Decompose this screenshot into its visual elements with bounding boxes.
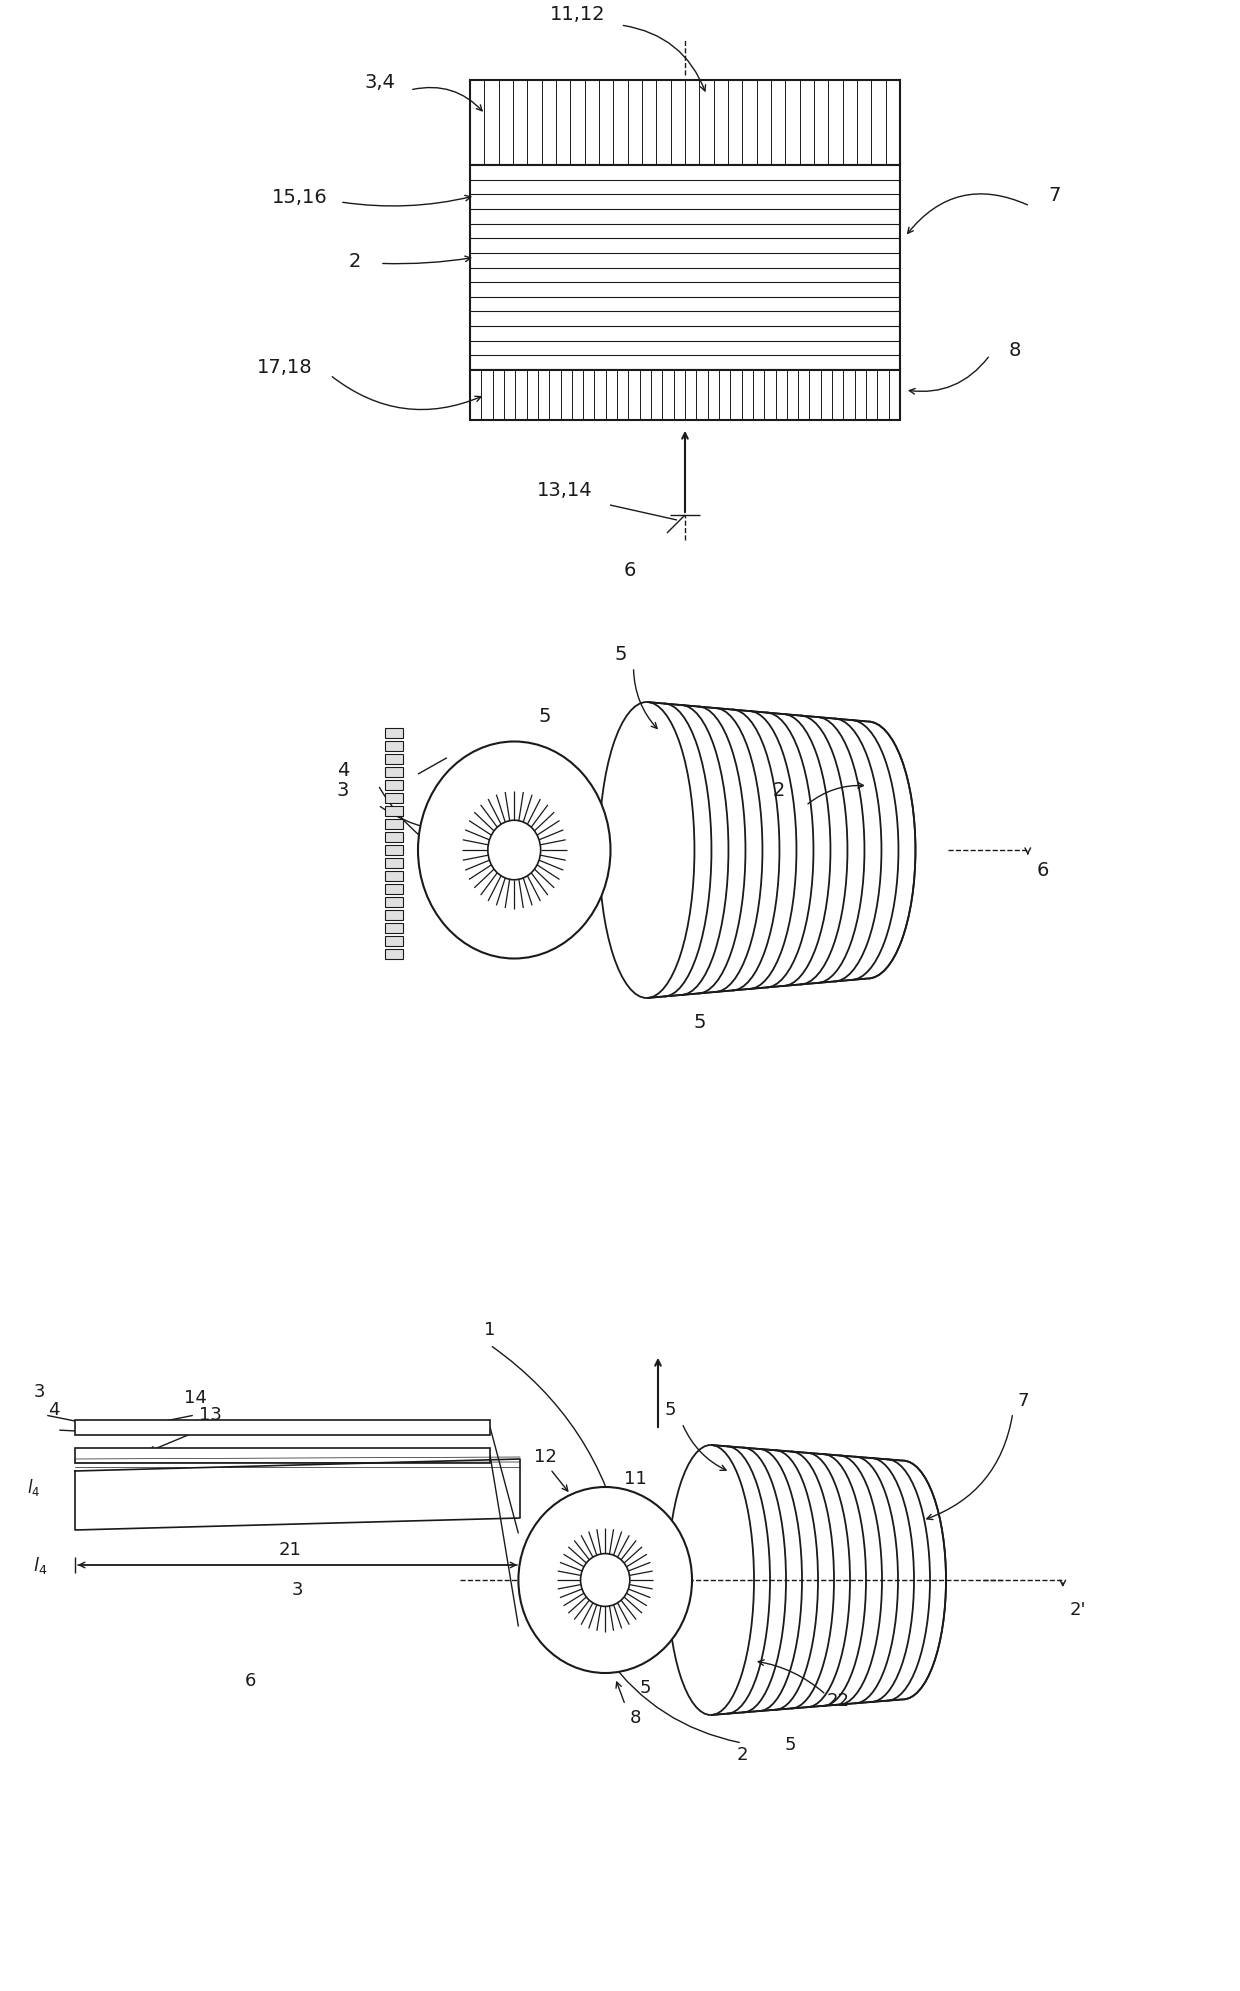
Bar (74, 1447, 490, 1463)
Text: 6: 6 (1037, 860, 1049, 880)
Bar (384, 755, 403, 765)
Bar (470, 165, 900, 370)
Text: 14: 14 (184, 1390, 206, 1408)
Text: 3: 3 (337, 780, 350, 800)
Bar (384, 870, 403, 880)
Text: 4: 4 (48, 1402, 60, 1420)
Text: $l_4$: $l_4$ (33, 1555, 47, 1575)
Text: 13,14: 13,14 (537, 480, 593, 500)
Text: 8: 8 (1009, 340, 1022, 360)
Text: 3: 3 (33, 1384, 45, 1402)
Text: 7: 7 (1017, 1392, 1028, 1410)
Text: 15,16: 15,16 (272, 189, 327, 207)
Bar (384, 910, 403, 920)
Text: 2: 2 (737, 1746, 748, 1764)
Text: 5: 5 (784, 1736, 796, 1754)
Bar (384, 792, 403, 802)
Text: 5: 5 (665, 1402, 676, 1420)
Ellipse shape (518, 1487, 692, 1672)
Text: 5: 5 (614, 645, 626, 663)
Text: 11,12: 11,12 (549, 6, 605, 24)
Text: 5: 5 (538, 707, 551, 727)
Bar (384, 844, 403, 854)
Text: 2: 2 (348, 251, 361, 271)
Bar (384, 832, 403, 842)
Text: 6: 6 (624, 561, 636, 579)
Ellipse shape (487, 820, 541, 880)
Bar (384, 924, 403, 934)
Text: 4: 4 (337, 761, 350, 780)
Text: 22: 22 (827, 1692, 849, 1710)
Bar (384, 950, 403, 960)
Text: 1: 1 (485, 1320, 496, 1340)
Text: 5: 5 (640, 1678, 651, 1696)
Bar (384, 858, 403, 868)
Text: 12: 12 (533, 1447, 557, 1465)
Text: 2: 2 (773, 780, 785, 800)
Ellipse shape (418, 741, 610, 958)
Bar (384, 741, 403, 751)
Bar (384, 767, 403, 776)
Text: 11: 11 (624, 1469, 646, 1487)
Text: 2': 2' (1070, 1601, 1086, 1619)
Text: 5: 5 (693, 1013, 706, 1033)
Bar (384, 780, 403, 790)
Bar (384, 898, 403, 908)
Text: 7: 7 (1049, 187, 1061, 205)
Bar (470, 80, 900, 165)
Bar (470, 370, 900, 420)
Text: $l_4$: $l_4$ (27, 1477, 40, 1499)
Text: 8: 8 (630, 1708, 641, 1726)
Text: 17,18: 17,18 (257, 358, 312, 376)
Text: 21: 21 (279, 1541, 301, 1559)
Text: 3,4: 3,4 (365, 72, 396, 92)
Bar (384, 884, 403, 894)
Text: 3: 3 (291, 1581, 303, 1599)
Bar (384, 936, 403, 946)
Ellipse shape (580, 1553, 630, 1607)
Bar (384, 806, 403, 816)
Bar (74, 1420, 490, 1436)
Bar (384, 818, 403, 828)
Text: 13: 13 (198, 1406, 222, 1424)
Bar (384, 729, 403, 739)
Text: 6: 6 (244, 1672, 255, 1690)
